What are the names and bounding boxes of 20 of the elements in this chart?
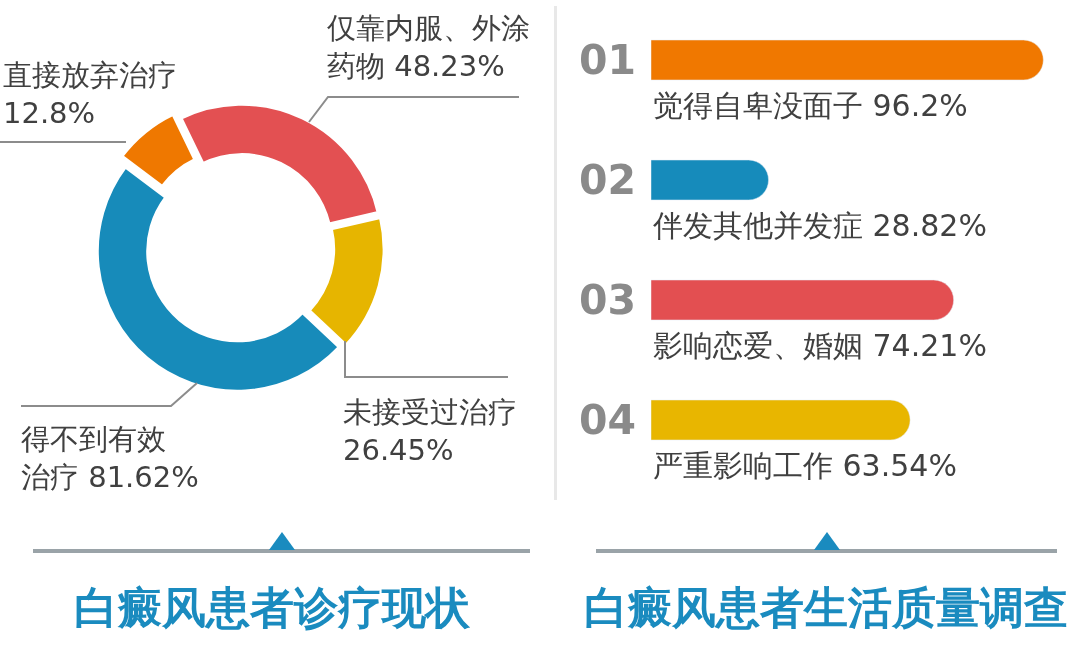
slice-label: 未接受过治疗	[343, 395, 517, 429]
y-tick-label: 04	[578, 396, 636, 445]
bar	[651, 39, 1044, 81]
text: 白癜风患者诊疗现状	[74, 582, 471, 633]
y-tick-label: 02	[578, 156, 636, 205]
slice-label: 直接放弃治疗	[3, 58, 177, 92]
data-label: 严重影响工作 63.54%	[653, 448, 957, 483]
data-label: 伴发其他并发症 28.82%	[653, 208, 987, 243]
data-label: 影响恋爱、婚姻 74.21%	[653, 328, 987, 363]
bar	[651, 399, 911, 441]
data-label: 觉得自卑没面子 96.2%	[653, 88, 968, 123]
y-tick-label: 03	[578, 276, 636, 325]
data-label: 26.45%	[343, 432, 454, 467]
slice-label: 仅靠内服、外涂药物 48.23%	[327, 11, 530, 83]
slice-label: 得不到有效治疗 81.62%	[21, 422, 199, 494]
y-tick-label: 01	[578, 36, 636, 85]
data-label: 12.8%	[3, 95, 96, 130]
text: 白癜风患者生活质量调查	[584, 582, 1068, 633]
bar	[651, 279, 954, 321]
bar	[651, 159, 769, 201]
